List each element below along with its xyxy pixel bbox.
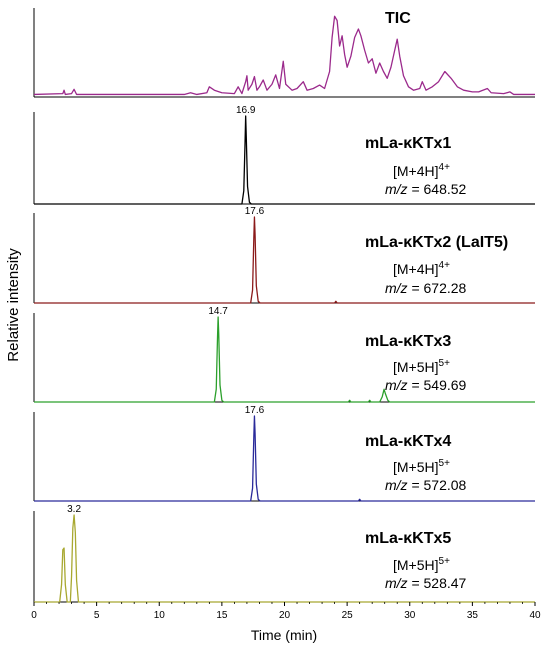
mz-annotation: m/z = 528.47 (385, 575, 467, 591)
panel-title: mLa-κKTx3 (365, 333, 451, 350)
peak-label: 17.6 (245, 206, 265, 217)
trace-line (34, 514, 535, 603)
trace-line (34, 216, 535, 304)
ion-annotation: [M+5H]5+ (393, 556, 450, 573)
y-axis-label: Relative intensity (5, 248, 22, 362)
peak-label: 14.7 (208, 306, 228, 317)
x-tick-label: 35 (467, 610, 479, 621)
x-tick-label: 10 (154, 610, 166, 621)
panel-title: mLa-κKTx5 (365, 530, 451, 547)
x-axis: 0 5 10 15 20 25 30 35 40 (31, 602, 541, 621)
x-tick-label: 30 (404, 610, 416, 621)
x-tick-label: 25 (342, 610, 354, 621)
x-tick-label: 20 (279, 610, 291, 621)
x-axis-label: Time (min) (251, 627, 317, 643)
peak-label: 16.9 (236, 105, 256, 116)
panel-1: TIC (33, 8, 535, 98)
panel-5: mLa-κKTx4 17.6 [M+5H]5+ m/z = 572.08 (33, 405, 535, 502)
trace-line (33, 15, 535, 96)
panel-title: TIC (385, 10, 411, 27)
ion-annotation: [M+5H]5+ (393, 458, 450, 475)
trace-line (34, 115, 535, 205)
panel-3: mLa-κKTx2 (LaIT5) 17.6 [M+4H]4+ m/z = 672.2… (33, 206, 535, 304)
panel-title: mLa-κKTx2 (LaIT5) (365, 234, 508, 251)
ion-annotation: [M+4H]4+ (393, 162, 450, 179)
panel-6: mLa-κKTx5 3.2 [M+5H]5+ m/z = 528.47 (33, 504, 535, 603)
x-tick-label: 5 (94, 610, 100, 621)
x-tick-label: 15 (216, 610, 228, 621)
ion-annotation: [M+4H]4+ (393, 260, 450, 277)
panel-title: mLa-κKTx1 (365, 135, 451, 152)
mz-annotation: m/z = 572.08 (385, 477, 467, 493)
panel-title: mLa-κKTx4 (365, 433, 451, 450)
trace-line (34, 415, 535, 502)
panel-4: mLa-κKTx3 14.7 [M+5H]5+ m/z = 549.69 (33, 306, 535, 403)
x-tick-label: 40 (529, 610, 541, 621)
mz-annotation: m/z = 672.28 (385, 280, 467, 296)
trace-line (34, 316, 535, 403)
mz-annotation: m/z = 648.52 (385, 181, 467, 197)
peak-label: 3.2 (67, 504, 81, 515)
panel-2: mLa-κKTx1 16.9 [M+4H]4+ m/z = 648.52 (33, 105, 535, 205)
mz-annotation: m/z = 549.69 (385, 377, 467, 393)
peak-label: 17.6 (245, 405, 265, 416)
ion-annotation: [M+5H]5+ (393, 358, 450, 375)
x-tick-label: 0 (31, 610, 37, 621)
